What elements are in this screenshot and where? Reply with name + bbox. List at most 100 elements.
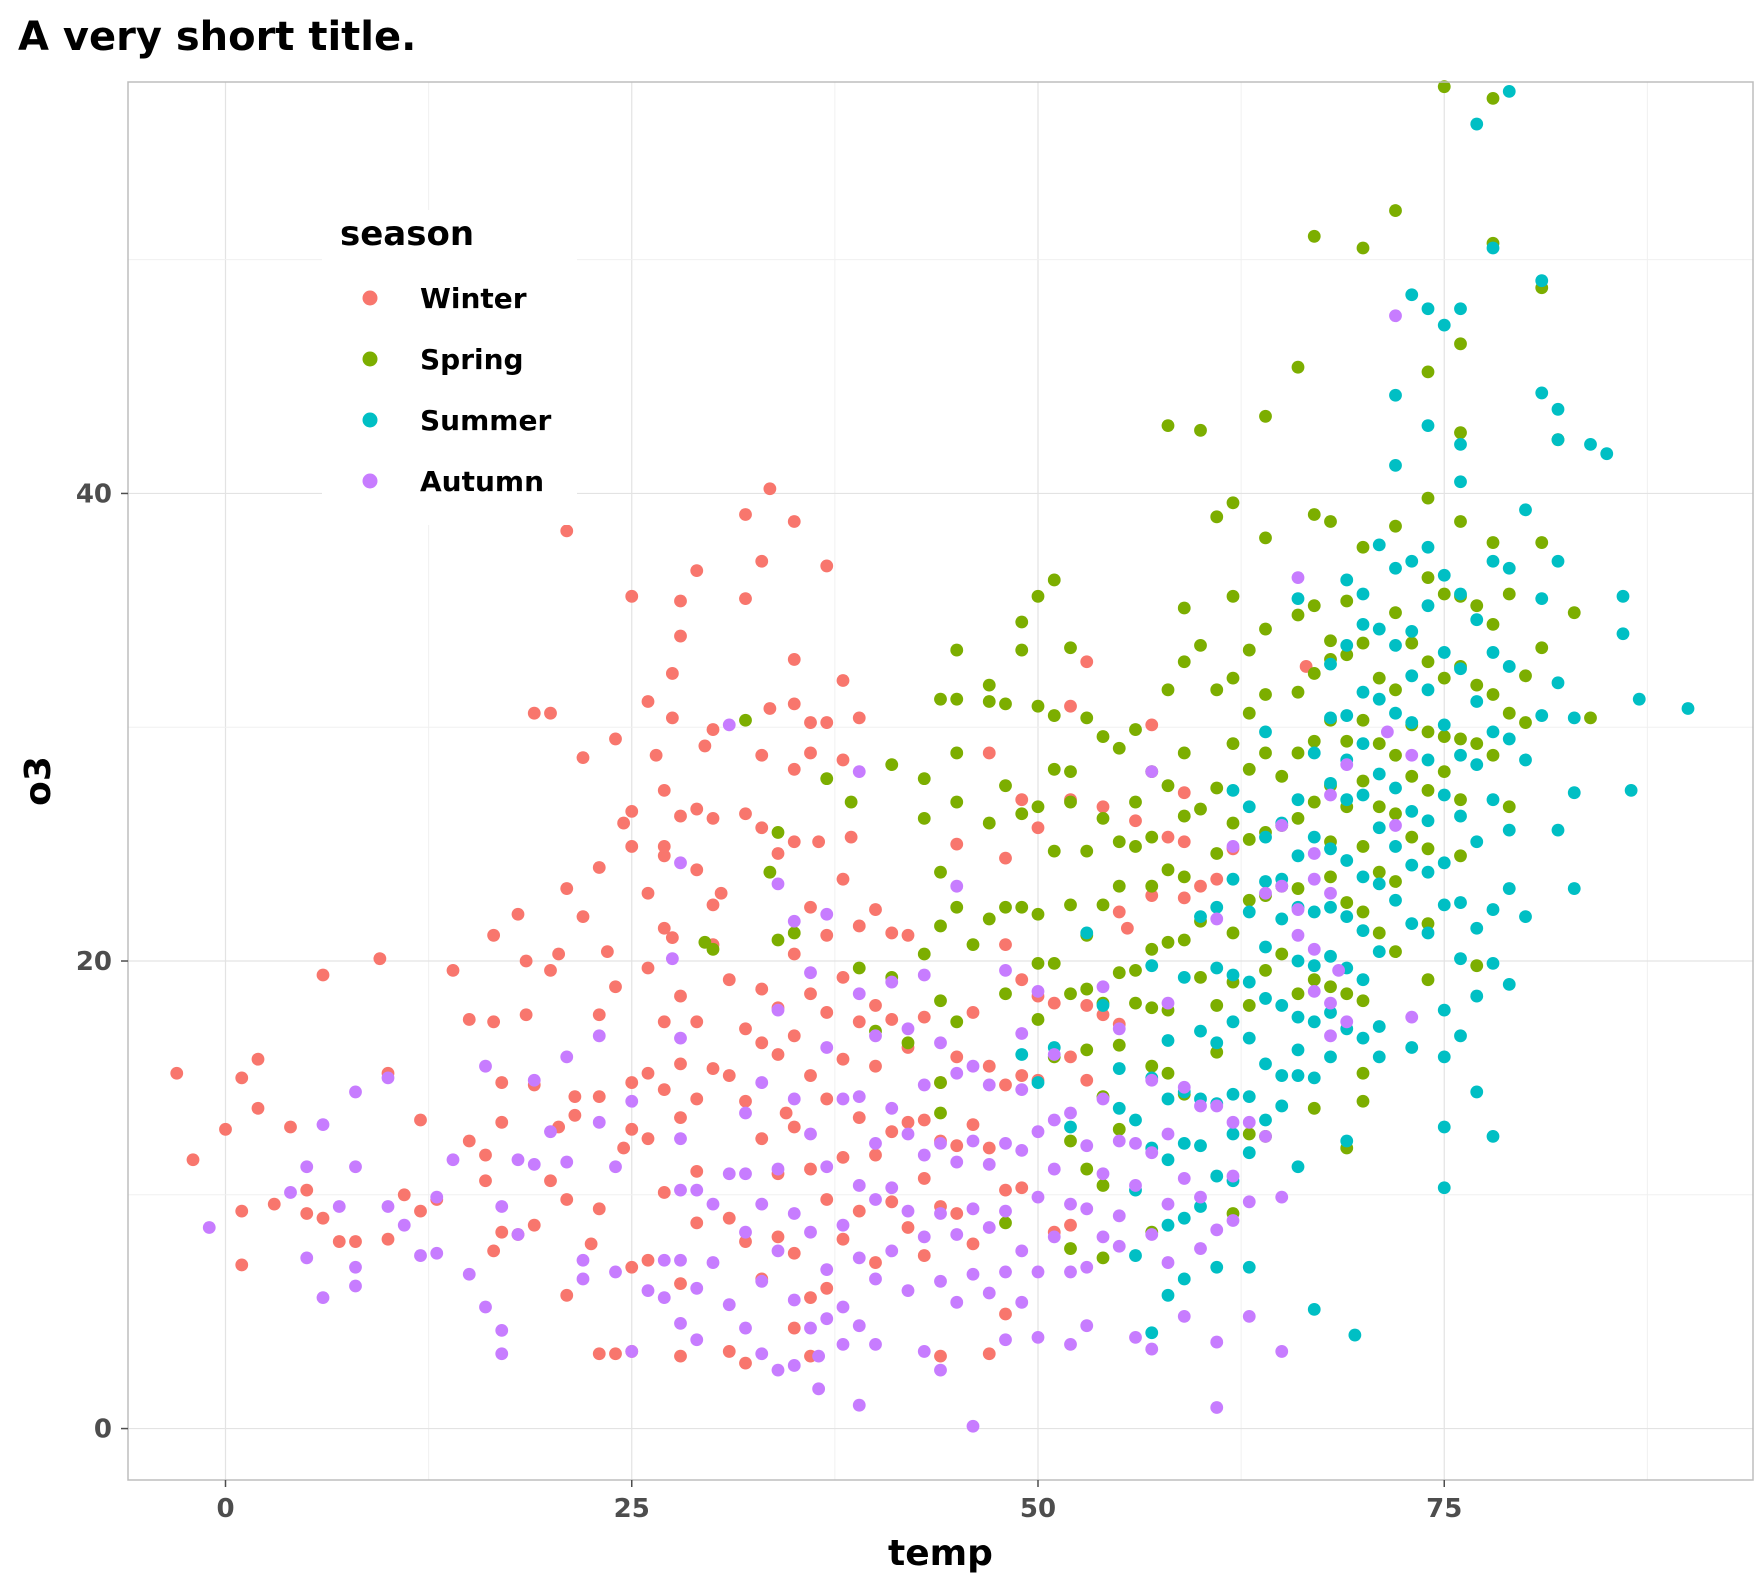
- point-autumn: [1291, 903, 1305, 916]
- point-winter: [186, 1153, 200, 1167]
- point-summer: [1112, 1101, 1126, 1115]
- point-summer: [1275, 1069, 1289, 1082]
- point-summer: [1437, 1181, 1451, 1195]
- point-winter: [852, 1204, 866, 1218]
- point-summer: [1161, 1034, 1175, 1047]
- point-spring: [1210, 781, 1224, 795]
- point-spring: [1356, 540, 1370, 554]
- legend-label-autumn: Autumn: [420, 465, 544, 498]
- legend-title: season: [340, 214, 474, 254]
- point-autumn: [1064, 1265, 1077, 1279]
- point-winter: [869, 1059, 882, 1073]
- point-spring: [1015, 615, 1029, 629]
- point-autumn: [966, 1202, 980, 1216]
- point-winter: [1177, 891, 1191, 905]
- point-autumn: [787, 1293, 801, 1307]
- point-spring: [1372, 800, 1386, 814]
- point-autumn: [1405, 1010, 1419, 1024]
- point-summer: [1194, 1200, 1207, 1213]
- point-spring: [1437, 671, 1451, 685]
- point-summer: [1632, 692, 1646, 706]
- point-spring: [1064, 765, 1077, 779]
- point-autumn: [966, 1419, 980, 1433]
- point-spring: [1421, 571, 1435, 585]
- point-summer: [1405, 554, 1419, 568]
- point-summer: [1519, 910, 1532, 923]
- point-spring: [1015, 807, 1029, 821]
- point-autumn: [771, 1244, 785, 1258]
- point-autumn: [1380, 725, 1394, 739]
- point-spring: [1242, 893, 1256, 907]
- point-spring: [1047, 844, 1061, 858]
- point-spring: [950, 900, 964, 914]
- point-winter: [771, 847, 785, 860]
- point-summer: [1486, 956, 1500, 970]
- point-winter: [1194, 879, 1207, 893]
- point-autumn: [1047, 1113, 1061, 1127]
- point-autumn: [479, 1059, 492, 1073]
- point-autumn: [495, 1323, 509, 1337]
- point-autumn: [869, 1193, 882, 1206]
- point-autumn: [1015, 1083, 1029, 1096]
- point-summer: [1535, 274, 1549, 288]
- point-summer: [1470, 921, 1484, 935]
- point-winter: [722, 973, 736, 987]
- point-autumn: [1307, 847, 1321, 860]
- point-winter: [836, 1052, 850, 1066]
- point-autumn: [739, 1321, 752, 1335]
- point-spring: [1226, 737, 1240, 750]
- point-winter: [820, 1281, 834, 1295]
- point-summer: [1372, 1050, 1386, 1064]
- point-summer: [1421, 865, 1435, 879]
- point-spring: [844, 795, 858, 809]
- point-autumn: [527, 1157, 541, 1171]
- point-winter: [771, 1048, 785, 1061]
- point-autumn: [674, 1316, 687, 1330]
- point-autumn: [755, 1274, 769, 1288]
- point-spring: [1389, 204, 1402, 217]
- point-summer: [1291, 592, 1305, 606]
- point-winter: [657, 921, 671, 935]
- point-spring: [1291, 685, 1305, 699]
- point-spring: [852, 961, 866, 975]
- point-winter: [836, 872, 850, 886]
- point-winter: [787, 762, 801, 776]
- point-summer: [1454, 587, 1467, 601]
- point-spring: [1340, 648, 1354, 662]
- point-winter: [519, 1008, 533, 1022]
- point-autumn: [885, 1244, 899, 1258]
- point-summer: [1454, 809, 1467, 823]
- point-winter: [820, 716, 834, 729]
- point-summer: [1210, 1036, 1224, 1050]
- point-summer: [1437, 568, 1451, 582]
- point-winter: [592, 1347, 606, 1361]
- point-winter: [804, 746, 817, 760]
- point-winter: [373, 952, 387, 966]
- point-winter: [641, 695, 655, 708]
- point-autumn: [1145, 1146, 1159, 1160]
- point-spring: [1112, 835, 1126, 849]
- point-autumn: [934, 1274, 947, 1288]
- point-summer: [1405, 624, 1419, 638]
- point-winter: [820, 1092, 834, 1106]
- point-autumn: [1031, 1330, 1045, 1344]
- point-winter: [690, 863, 704, 877]
- point-spring: [1080, 844, 1094, 858]
- point-autumn: [1112, 1134, 1126, 1148]
- point-autumn: [544, 1125, 557, 1139]
- point-spring: [1210, 683, 1224, 697]
- point-summer: [1486, 725, 1500, 739]
- point-autumn: [1080, 1202, 1094, 1216]
- point-summer: [1275, 999, 1289, 1012]
- point-autumn: [950, 879, 964, 893]
- point-autumn: [674, 1253, 687, 1267]
- point-winter: [1177, 786, 1191, 800]
- point-summer: [1259, 940, 1272, 954]
- point-winter: [235, 1204, 249, 1218]
- point-spring: [1064, 898, 1077, 912]
- point-spring: [982, 816, 996, 830]
- point-spring: [934, 865, 947, 879]
- point-summer: [1551, 402, 1565, 416]
- point-summer: [1437, 1120, 1451, 1134]
- point-autumn: [739, 1106, 752, 1120]
